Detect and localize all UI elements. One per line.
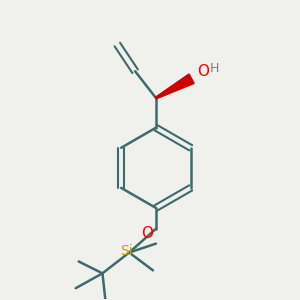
Text: H: H bbox=[210, 62, 220, 75]
Text: O: O bbox=[141, 226, 153, 241]
Polygon shape bbox=[155, 74, 194, 99]
Text: O: O bbox=[197, 64, 209, 79]
Text: Si: Si bbox=[120, 244, 133, 258]
